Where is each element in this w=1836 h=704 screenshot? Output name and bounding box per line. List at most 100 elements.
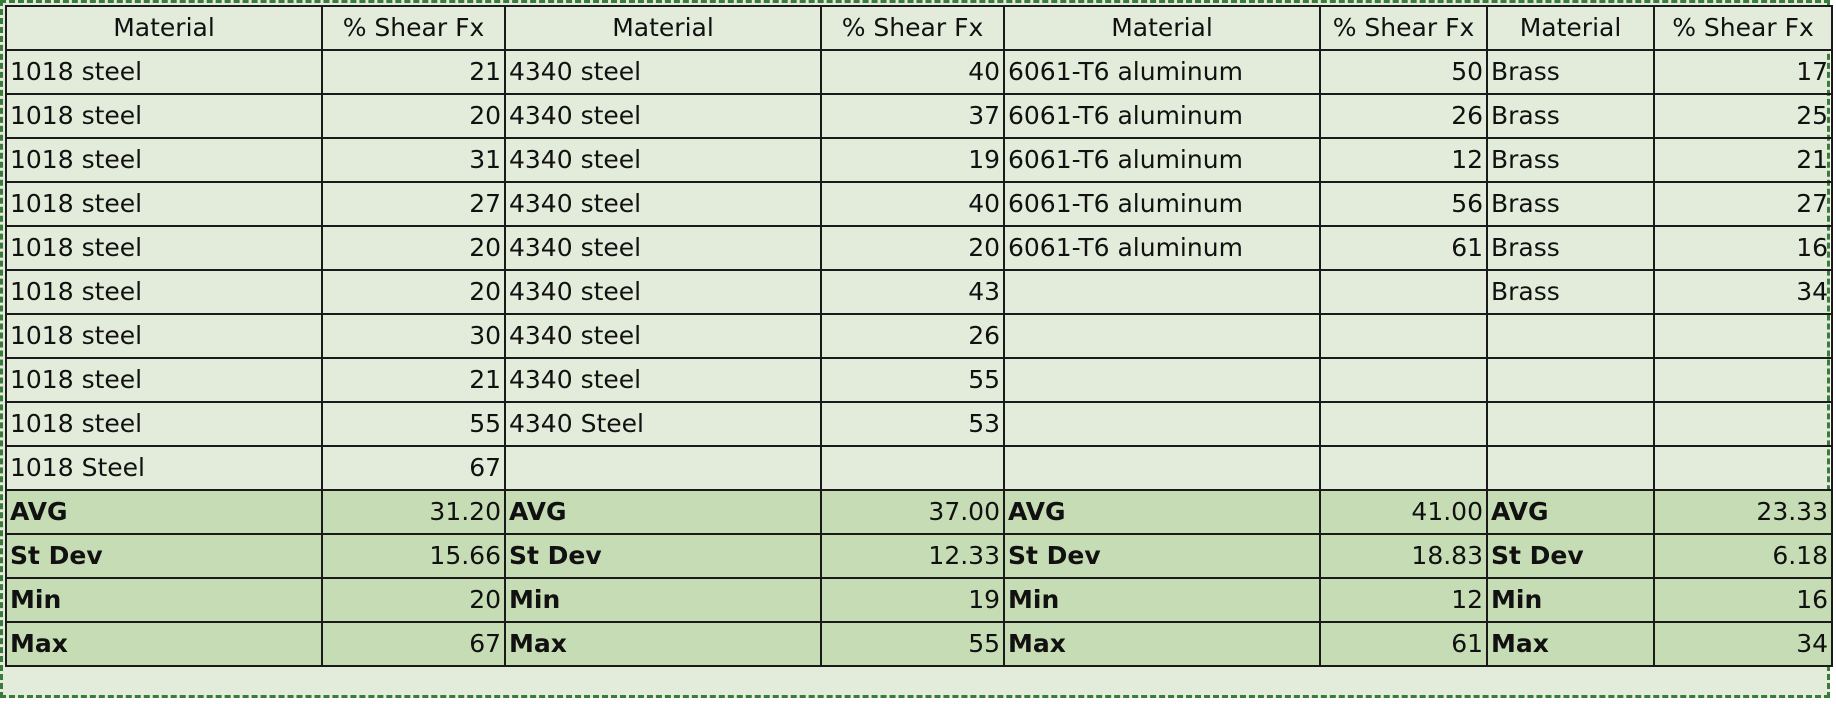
stat-label-1[interactable]: Max (5, 621, 323, 667)
cell-shear-2[interactable]: 55 (820, 357, 1005, 403)
cell-shear-1[interactable]: 30 (321, 313, 506, 359)
stat-value-4[interactable]: 34 (1653, 621, 1833, 667)
stat-value-4[interactable]: 6.18 (1653, 533, 1833, 579)
cell-material-2[interactable] (504, 445, 822, 491)
stat-value-3[interactable]: 61 (1319, 621, 1488, 667)
cell-shear-2[interactable]: 37 (820, 93, 1005, 139)
stat-label-4[interactable]: Min (1486, 577, 1655, 623)
stat-value-1[interactable]: 20 (321, 577, 506, 623)
stat-value-2[interactable]: 37.00 (820, 489, 1005, 535)
stat-value-3[interactable]: 41.00 (1319, 489, 1488, 535)
cell-shear-3[interactable]: 26 (1319, 93, 1488, 139)
cell-material-4[interactable] (1486, 313, 1655, 359)
cell-shear-1[interactable]: 27 (321, 181, 506, 227)
cell-shear-4[interactable]: 27 (1653, 181, 1833, 227)
cell-shear-4[interactable]: 16 (1653, 225, 1833, 271)
header-shear-2[interactable]: % Shear Fx (820, 5, 1005, 51)
stat-label-1[interactable]: AVG (5, 489, 323, 535)
cell-material-4[interactable]: Brass (1486, 269, 1655, 315)
stat-value-1[interactable]: 31.20 (321, 489, 506, 535)
cell-material-2[interactable]: 4340 steel (504, 137, 822, 183)
stat-label-2[interactable]: AVG (504, 489, 822, 535)
cell-shear-2[interactable]: 43 (820, 269, 1005, 315)
stat-label-3[interactable]: Min (1003, 577, 1321, 623)
cell-shear-3[interactable] (1319, 357, 1488, 403)
header-material-4[interactable]: Material (1486, 5, 1655, 51)
stat-label-4[interactable]: St Dev (1486, 533, 1655, 579)
stat-label-1[interactable]: St Dev (5, 533, 323, 579)
cell-material-3[interactable]: 6061-T6 aluminum (1003, 49, 1321, 95)
stat-label-2[interactable]: Min (504, 577, 822, 623)
cell-shear-4[interactable] (1653, 401, 1833, 447)
cell-shear-2[interactable]: 40 (820, 181, 1005, 227)
cell-material-1[interactable]: 1018 steel (5, 269, 323, 315)
stat-label-3[interactable]: St Dev (1003, 533, 1321, 579)
stat-value-3[interactable]: 12 (1319, 577, 1488, 623)
cell-material-2[interactable]: 4340 steel (504, 313, 822, 359)
stat-value-2[interactable]: 55 (820, 621, 1005, 667)
cell-shear-3[interactable]: 12 (1319, 137, 1488, 183)
cell-shear-4[interactable] (1653, 445, 1833, 491)
stat-value-1[interactable]: 67 (321, 621, 506, 667)
cell-shear-3[interactable]: 50 (1319, 49, 1488, 95)
cell-shear-3[interactable] (1319, 313, 1488, 359)
cell-shear-1[interactable]: 20 (321, 225, 506, 271)
stat-label-4[interactable]: Max (1486, 621, 1655, 667)
header-material-2[interactable]: Material (504, 5, 822, 51)
cell-material-4[interactable] (1486, 357, 1655, 403)
cell-material-2[interactable]: 4340 steel (504, 269, 822, 315)
stat-value-1[interactable]: 15.66 (321, 533, 506, 579)
cell-shear-4[interactable] (1653, 313, 1833, 359)
cell-material-2[interactable]: 4340 steel (504, 93, 822, 139)
stat-label-3[interactable]: Max (1003, 621, 1321, 667)
cell-material-4[interactable]: Brass (1486, 137, 1655, 183)
header-shear-4[interactable]: % Shear Fx (1653, 5, 1833, 51)
cell-material-2[interactable]: 4340 steel (504, 49, 822, 95)
cell-shear-1[interactable]: 67 (321, 445, 506, 491)
stat-label-3[interactable]: AVG (1003, 489, 1321, 535)
cell-shear-2[interactable]: 40 (820, 49, 1005, 95)
cell-material-3[interactable] (1003, 269, 1321, 315)
cell-shear-2[interactable]: 26 (820, 313, 1005, 359)
cell-shear-3[interactable] (1319, 445, 1488, 491)
cell-material-1[interactable]: 1018 Steel (5, 445, 323, 491)
cell-material-3[interactable] (1003, 401, 1321, 447)
stat-value-3[interactable]: 18.83 (1319, 533, 1488, 579)
cell-material-3[interactable] (1003, 445, 1321, 491)
cell-material-1[interactable]: 1018 steel (5, 181, 323, 227)
cell-shear-1[interactable]: 21 (321, 49, 506, 95)
cell-material-1[interactable]: 1018 steel (5, 93, 323, 139)
stat-value-2[interactable]: 12.33 (820, 533, 1005, 579)
cell-material-3[interactable]: 6061-T6 aluminum (1003, 137, 1321, 183)
cell-material-1[interactable]: 1018 steel (5, 49, 323, 95)
cell-material-1[interactable]: 1018 steel (5, 401, 323, 447)
cell-material-3[interactable]: 6061-T6 aluminum (1003, 225, 1321, 271)
header-shear-1[interactable]: % Shear Fx (321, 5, 506, 51)
cell-material-4[interactable]: Brass (1486, 181, 1655, 227)
cell-material-2[interactable]: 4340 steel (504, 357, 822, 403)
cell-material-1[interactable]: 1018 steel (5, 225, 323, 271)
header-material-1[interactable]: Material (5, 5, 323, 51)
cell-material-2[interactable]: 4340 steel (504, 181, 822, 227)
cell-material-2[interactable]: 4340 Steel (504, 401, 822, 447)
cell-shear-4[interactable]: 25 (1653, 93, 1833, 139)
cell-material-2[interactable]: 4340 steel (504, 225, 822, 271)
cell-material-1[interactable]: 1018 steel (5, 137, 323, 183)
stat-label-1[interactable]: Min (5, 577, 323, 623)
cell-shear-2[interactable]: 19 (820, 137, 1005, 183)
cell-shear-1[interactable]: 31 (321, 137, 506, 183)
cell-shear-3[interactable] (1319, 401, 1488, 447)
cell-material-3[interactable] (1003, 313, 1321, 359)
cell-shear-4[interactable]: 21 (1653, 137, 1833, 183)
cell-material-1[interactable]: 1018 steel (5, 357, 323, 403)
cell-material-3[interactable]: 6061-T6 aluminum (1003, 93, 1321, 139)
header-shear-3[interactable]: % Shear Fx (1319, 5, 1488, 51)
cell-material-4[interactable] (1486, 445, 1655, 491)
cell-shear-1[interactable]: 55 (321, 401, 506, 447)
cell-material-4[interactable]: Brass (1486, 225, 1655, 271)
cell-shear-3[interactable] (1319, 269, 1488, 315)
cell-shear-4[interactable]: 17 (1653, 49, 1833, 95)
cell-shear-1[interactable]: 20 (321, 93, 506, 139)
stat-value-2[interactable]: 19 (820, 577, 1005, 623)
stat-value-4[interactable]: 23.33 (1653, 489, 1833, 535)
